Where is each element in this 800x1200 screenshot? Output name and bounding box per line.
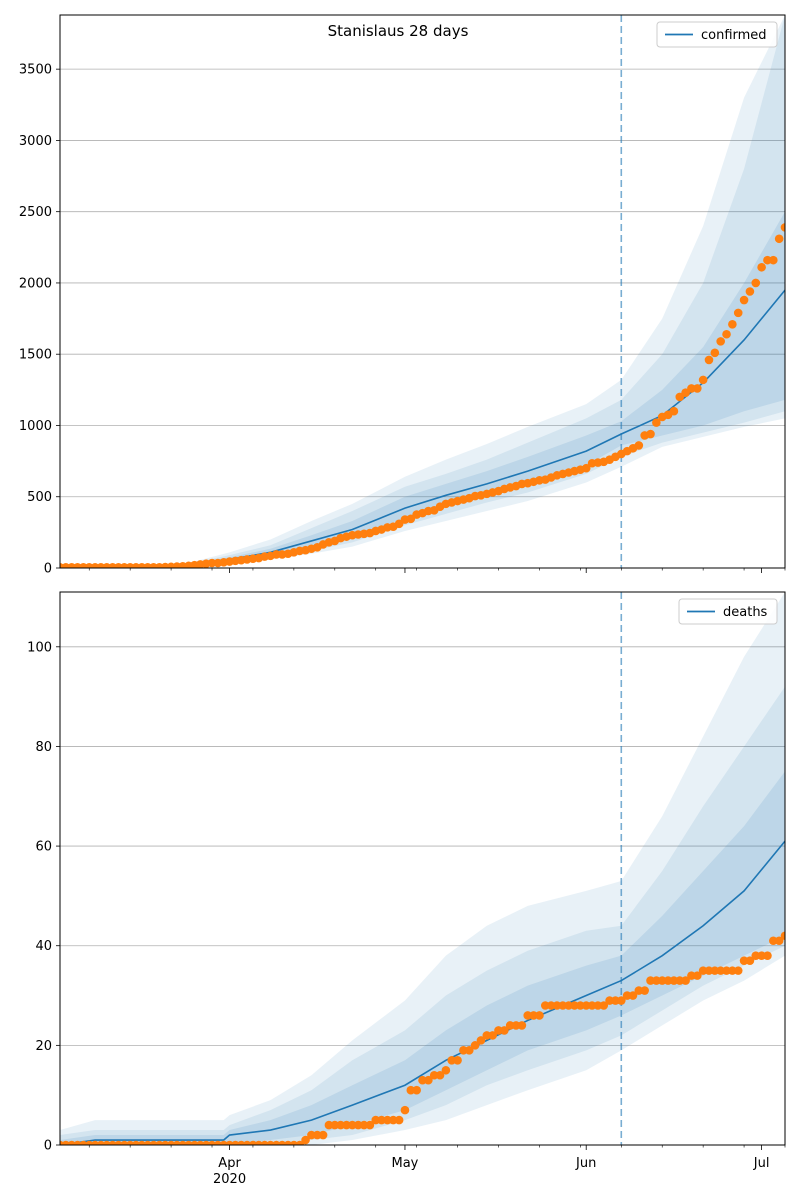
observed-point <box>780 931 785 941</box>
observed-point <box>698 375 708 385</box>
observed-point <box>733 966 743 975</box>
band-mid <box>60 15 785 568</box>
deaths-panel: 0 20 40 60 80 100 deaths <box>27 591 800 1154</box>
observed-point <box>757 262 766 272</box>
observed-point <box>616 996 626 1005</box>
observed-point <box>704 355 714 365</box>
observed-point <box>646 429 655 439</box>
chart-title: Stanislaus 28 days <box>328 22 469 40</box>
legend-box <box>656 21 778 48</box>
y-tick-label: 3000 <box>19 134 52 149</box>
observed-point <box>453 1056 462 1065</box>
legend-label: deaths <box>723 605 768 620</box>
observed-point <box>722 329 731 339</box>
observed-point <box>780 223 785 232</box>
observed-point <box>792 203 800 212</box>
legend-box <box>678 598 778 625</box>
band-inner <box>60 771 785 1145</box>
observed-point <box>634 441 644 450</box>
observed-point <box>745 956 755 965</box>
observed-point <box>733 308 743 318</box>
y-tick-label: 40 <box>35 939 52 954</box>
observed-point <box>500 1026 509 1035</box>
y-tick-label: 2000 <box>19 276 52 291</box>
observed-point <box>787 931 796 940</box>
observed-point <box>424 1075 433 1085</box>
y-tick-label: 60 <box>35 840 52 855</box>
observed-point <box>787 223 796 232</box>
deaths-axes-frame <box>59 591 786 1146</box>
observed-point <box>581 463 591 473</box>
observed-point <box>599 1001 609 1010</box>
legend-label: confirmed <box>701 28 767 43</box>
confirmed-axes-frame <box>59 14 786 569</box>
observed-point <box>774 234 784 244</box>
observed-point <box>716 337 725 346</box>
deaths-legend: deaths <box>678 598 778 625</box>
y-tick-label: 1000 <box>19 419 52 434</box>
x-tick-year-label: 2020 <box>213 1172 246 1187</box>
deaths-plot-area <box>60 592 800 1145</box>
y-tick-label: 0 <box>44 1139 52 1154</box>
observed-point <box>394 1115 404 1125</box>
observed-point <box>412 1085 421 1095</box>
observed-point <box>628 991 638 1000</box>
observed-point <box>517 1021 527 1030</box>
deaths-model-line <box>60 840 785 1145</box>
y-tick-label: 100 <box>27 640 52 655</box>
y-tick-label: 3500 <box>19 63 52 78</box>
band-outer <box>60 15 785 568</box>
y-tick-label: 0 <box>44 562 52 577</box>
confirmed-legend: confirmed <box>656 21 778 48</box>
y-tick-label: 80 <box>35 740 52 755</box>
observed-point <box>739 295 749 305</box>
y-tick-label: 20 <box>35 1039 52 1054</box>
y-tick-label: 500 <box>27 490 52 505</box>
observed-point <box>774 936 784 946</box>
observed-point <box>301 1135 310 1145</box>
observed-point <box>652 418 661 427</box>
y-tick-label: 2500 <box>19 205 52 220</box>
observed-point <box>464 1046 474 1055</box>
observed-point <box>435 1070 445 1080</box>
observed-point <box>751 278 761 288</box>
x-tick-label: Apr <box>218 1156 241 1171</box>
observed-point <box>769 255 778 265</box>
observed-point <box>669 406 679 416</box>
observed-point <box>318 1130 328 1140</box>
confirmed-plot-area <box>60 15 800 568</box>
y-tick-label: 1500 <box>19 348 52 363</box>
observed-point <box>535 1011 544 1020</box>
x-tick-label: Jun <box>575 1156 596 1171</box>
observed-point <box>792 921 800 930</box>
observed-point <box>400 1105 410 1115</box>
observed-point <box>441 1065 451 1075</box>
band-inner <box>60 211 785 568</box>
observed-point <box>710 348 720 358</box>
observed-point <box>470 1041 480 1050</box>
observed-point <box>745 287 755 296</box>
observed-point <box>488 1031 497 1040</box>
observed-point <box>728 319 737 329</box>
confirmed-panel: 0 500 1000 1500 2000 2500 3000 3500 confirmed <box>19 14 800 577</box>
observed-point <box>763 951 772 960</box>
observed-point <box>681 976 690 985</box>
band-mid <box>60 686 785 1145</box>
observed-point <box>476 1036 486 1045</box>
observed-point <box>692 971 702 980</box>
observed-point <box>640 986 649 995</box>
x-tick-label: May <box>392 1156 419 1171</box>
x-tick-label: Jul <box>753 1156 770 1171</box>
observed-point <box>365 1120 375 1130</box>
observed-point <box>692 384 702 393</box>
